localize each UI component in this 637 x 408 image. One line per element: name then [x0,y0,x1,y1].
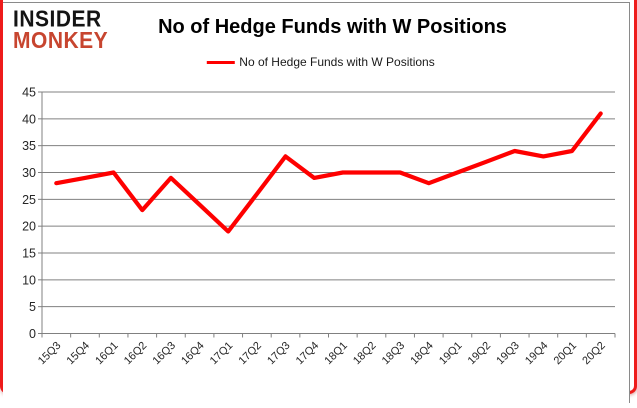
insider-monkey-logo: INSIDER MONKEY [13,6,109,54]
legend-label: No of Hedge Funds with W Positions [239,55,435,69]
logo-line-insider: INSIDER [13,6,102,32]
chart-title: No of Hedge Funds with W Positions [158,16,507,38]
legend: No of Hedge Funds with W Positions [206,55,435,69]
logo-line-monkey: MONKEY [13,28,109,54]
legend-line-swatch [206,60,235,64]
